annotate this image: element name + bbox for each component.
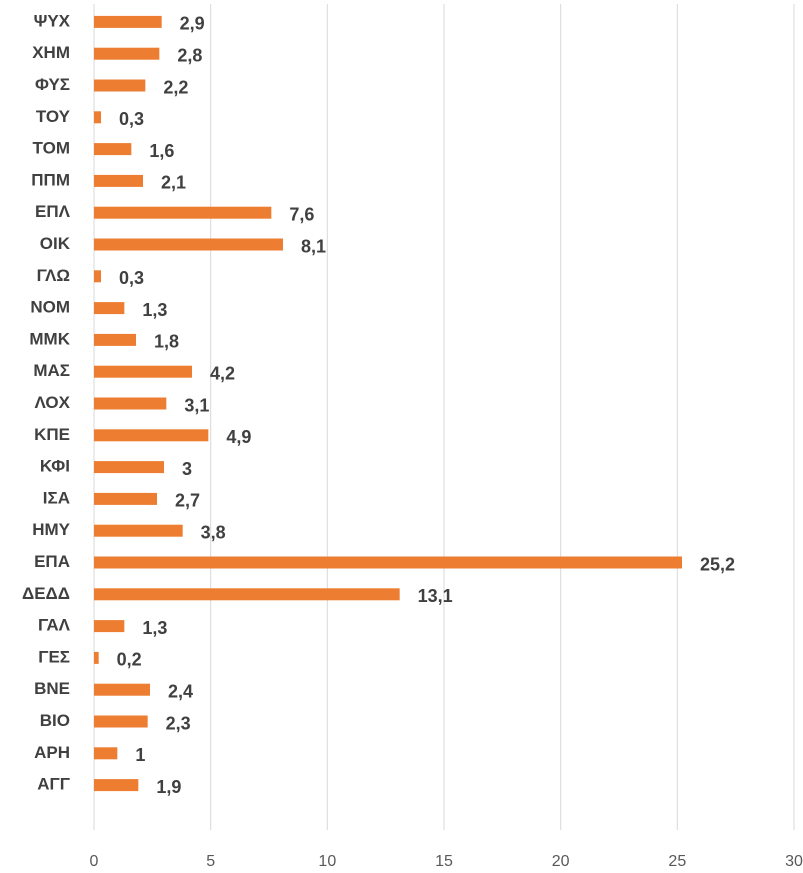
y-tick-label: ΨΥΧ <box>34 11 71 30</box>
y-tick-label: ΗΜΥ <box>32 520 70 539</box>
bar <box>94 461 164 474</box>
data-label: 2,7 <box>175 491 200 511</box>
data-label: 1,8 <box>154 332 179 352</box>
data-label: 0,2 <box>117 650 142 670</box>
data-label: 2,4 <box>168 681 193 701</box>
bar <box>94 779 139 792</box>
data-label: 4,9 <box>226 427 251 447</box>
y-tick-label: ΚΦΙ <box>40 457 70 476</box>
y-tick-label: ΜΑΣ <box>33 361 70 380</box>
x-tick-label: 5 <box>206 853 215 870</box>
x-tick-label: 25 <box>668 853 686 870</box>
data-label: 1,3 <box>142 618 167 638</box>
data-label: 2,3 <box>166 713 191 733</box>
bar <box>94 365 192 378</box>
bar <box>94 620 125 633</box>
data-label: 4,2 <box>210 363 235 383</box>
x-tick-label: 20 <box>552 853 570 870</box>
bar <box>94 333 136 346</box>
bar <box>94 174 143 187</box>
x-tick-label: 10 <box>318 853 336 870</box>
data-label: 3,1 <box>184 395 209 415</box>
y-tick-label: ΟΙΚ <box>40 234 71 253</box>
bar <box>94 588 400 601</box>
x-tick-label: 30 <box>785 853 803 870</box>
bar <box>94 79 146 92</box>
y-tick-label: ΠΠΜ <box>31 170 70 189</box>
bar <box>94 270 101 283</box>
data-label: 2,2 <box>163 77 188 97</box>
x-tick-label: 15 <box>435 853 453 870</box>
bar <box>94 111 101 124</box>
bar <box>94 715 148 728</box>
data-label: 0,3 <box>119 268 144 288</box>
y-tick-label: ΦΥΣ <box>35 75 70 94</box>
y-tick-label: ΤΟΜ <box>33 139 70 158</box>
data-label: 13,1 <box>418 586 453 606</box>
data-label: 3 <box>182 459 192 479</box>
y-tick-label: ΓΛΩ <box>37 266 70 285</box>
data-label: 2,8 <box>177 45 202 65</box>
y-tick-label: ΒΙΟ <box>40 711 70 730</box>
data-label: 25,2 <box>700 554 735 574</box>
y-tick-label: ΑΓΓ <box>37 775 70 794</box>
y-tick-label: ΒΝΕ <box>34 679 70 698</box>
y-tick-label: ΚΠΕ <box>34 425 70 444</box>
data-label: 3,8 <box>201 522 226 542</box>
data-label: 1,9 <box>156 777 181 797</box>
y-tick-label: ΙΣΑ <box>43 488 70 507</box>
x-tick-label: 0 <box>90 853 99 870</box>
data-label: 2,9 <box>180 14 205 34</box>
data-label: 7,6 <box>289 204 314 224</box>
y-tick-label: ΝΟΜ <box>30 298 70 317</box>
y-tick-label: ΓΑΛ <box>38 616 71 635</box>
bar <box>94 556 682 569</box>
data-label: 1,3 <box>142 300 167 320</box>
bar <box>94 651 99 664</box>
y-tick-label: ΑΡΗ <box>34 743 70 762</box>
bar <box>94 302 125 315</box>
y-tick-label: ΓΕΣ <box>38 647 70 666</box>
y-tick-label: ΛΟΧ <box>35 393 71 412</box>
data-label: 1 <box>135 745 145 765</box>
data-label: 2,1 <box>161 173 186 193</box>
bar <box>94 492 157 505</box>
y-tick-label: ΤΟΥ <box>36 107 71 126</box>
data-label: 1,6 <box>149 141 174 161</box>
bar <box>94 15 162 28</box>
data-label: 0,3 <box>119 109 144 129</box>
bar <box>94 683 150 696</box>
data-label: 8,1 <box>301 236 326 256</box>
bar <box>94 429 209 442</box>
y-tick-label: ΕΠΑ <box>34 552 70 571</box>
bar <box>94 143 132 156</box>
bar <box>94 747 118 760</box>
y-tick-label: ΕΠΛ <box>35 202 71 221</box>
bar <box>94 47 160 60</box>
bar <box>94 524 183 537</box>
y-tick-label: ΧΗΜ <box>32 43 70 62</box>
y-tick-label: ΜΜΚ <box>29 329 70 348</box>
bar <box>94 397 167 410</box>
y-tick-label: ΔΕΔΔ <box>22 584 70 603</box>
bar <box>94 206 272 219</box>
bar <box>94 238 283 251</box>
